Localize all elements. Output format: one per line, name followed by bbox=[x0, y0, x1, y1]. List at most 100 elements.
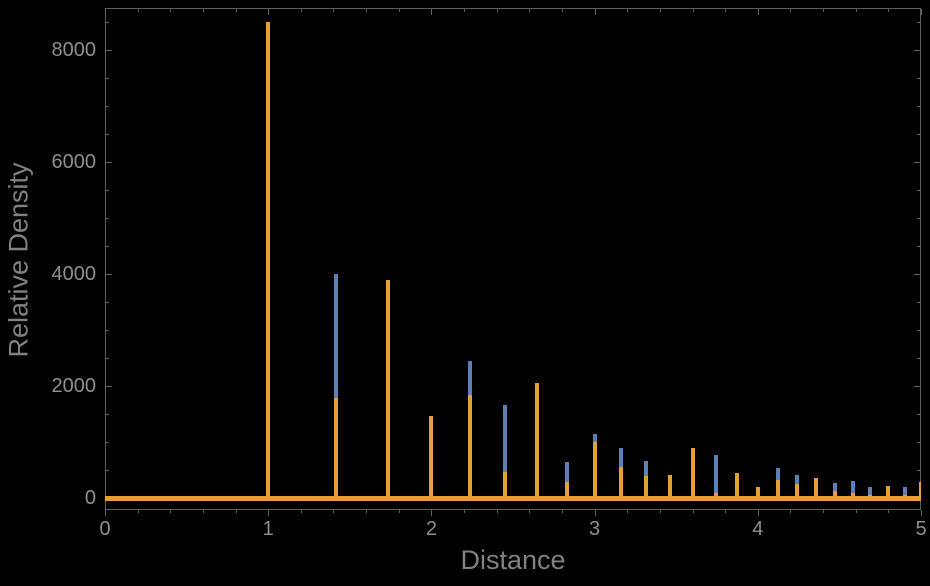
x-axis-tick bbox=[529, 510, 531, 513]
spike-blue bbox=[902, 487, 907, 500]
x-axis-tick bbox=[790, 510, 792, 513]
spike-orange bbox=[592, 441, 597, 500]
y-axis-tick-label: 2000 bbox=[51, 374, 97, 397]
spike-orange bbox=[885, 485, 890, 500]
x-axis-tick bbox=[431, 510, 433, 516]
spike-orange bbox=[502, 471, 507, 500]
y-axis-tick bbox=[917, 357, 920, 359]
y-axis-tick bbox=[106, 301, 109, 303]
spike-blue bbox=[502, 405, 507, 500]
x-axis-tick bbox=[333, 510, 335, 513]
y-axis-tick bbox=[917, 105, 920, 107]
y-axis-tick bbox=[917, 469, 920, 471]
x-axis-tick-label: 2 bbox=[425, 518, 437, 540]
spike-orange bbox=[735, 472, 740, 500]
x-axis-tick bbox=[529, 9, 531, 12]
plot-area bbox=[105, 8, 921, 510]
spike-orange bbox=[902, 494, 907, 500]
x-axis-tick bbox=[659, 510, 661, 513]
x-axis-tick-label: 0 bbox=[99, 518, 111, 540]
y-axis-title: Relative Density bbox=[3, 162, 34, 358]
x-axis-tick bbox=[496, 9, 498, 12]
x-axis-tick bbox=[888, 9, 890, 12]
y-axis-tick bbox=[106, 105, 109, 107]
spike-orange bbox=[385, 280, 390, 500]
x-axis-tick bbox=[105, 510, 106, 516]
y-axis-tick bbox=[917, 77, 920, 79]
y-axis-tick bbox=[106, 469, 109, 471]
x-axis-tick bbox=[235, 9, 237, 12]
y-axis-tick bbox=[106, 189, 109, 191]
spike-blue bbox=[850, 480, 855, 500]
x-axis-tick bbox=[170, 510, 172, 513]
x-axis-tick bbox=[366, 510, 368, 513]
spike-orange bbox=[755, 487, 760, 500]
spike-orange bbox=[775, 480, 780, 500]
x-axis-tick bbox=[594, 9, 596, 15]
spike-blue bbox=[713, 454, 718, 500]
x-axis-tick bbox=[333, 9, 335, 12]
x-axis-tick bbox=[627, 510, 629, 513]
spike-orange bbox=[850, 492, 855, 500]
spike-orange bbox=[795, 483, 800, 500]
spike-orange bbox=[429, 415, 434, 500]
x-axis-tick bbox=[496, 510, 498, 513]
x-axis-tick bbox=[464, 9, 466, 12]
x-axis-tick bbox=[366, 9, 368, 12]
x-axis-tick-label: 1 bbox=[262, 518, 274, 540]
y-axis-tick-label: 4000 bbox=[51, 262, 97, 285]
x-axis-tick bbox=[105, 9, 106, 15]
x-axis-tick bbox=[202, 9, 204, 12]
y-axis-tick bbox=[917, 329, 920, 331]
x-axis-tick-label: 4 bbox=[752, 518, 764, 540]
spike-orange bbox=[832, 490, 837, 500]
spike-orange bbox=[713, 492, 718, 500]
y-axis-tick bbox=[106, 49, 112, 51]
spike-blue bbox=[868, 487, 873, 500]
y-axis-tick bbox=[917, 189, 920, 191]
x-axis-tick bbox=[268, 510, 270, 516]
x-axis-tick bbox=[823, 9, 825, 12]
y-axis-tick bbox=[917, 217, 920, 219]
x-axis-tick bbox=[300, 510, 302, 513]
x-axis-tick bbox=[823, 510, 825, 513]
x-axis-tick bbox=[235, 510, 237, 513]
y-axis-tick bbox=[106, 217, 109, 219]
spike-orange bbox=[564, 481, 569, 500]
y-axis-tick bbox=[106, 357, 109, 359]
x-axis-tick bbox=[855, 510, 857, 513]
spike-orange bbox=[691, 447, 696, 500]
x-axis-tick bbox=[692, 510, 694, 513]
y-axis-tick bbox=[914, 385, 920, 387]
spike-orange bbox=[868, 494, 873, 500]
y-axis-tick bbox=[106, 329, 109, 331]
y-axis-tick bbox=[106, 133, 109, 135]
y-axis-tick-label: 6000 bbox=[51, 150, 97, 173]
x-axis-tick-label: 5 bbox=[915, 518, 927, 540]
spike-orange bbox=[668, 475, 673, 500]
x-axis-tick bbox=[725, 510, 727, 513]
x-axis-tick bbox=[398, 510, 400, 513]
y-axis-tick bbox=[106, 245, 109, 247]
y-axis-tick bbox=[106, 385, 112, 387]
y-axis-tick bbox=[106, 273, 112, 275]
x-axis-tick-label: 3 bbox=[589, 518, 601, 540]
y-axis-tick bbox=[917, 133, 920, 135]
baseline bbox=[105, 495, 921, 501]
y-axis-tick bbox=[917, 413, 920, 415]
spike-orange bbox=[266, 21, 271, 500]
x-axis-tick bbox=[888, 510, 890, 513]
x-axis-tick bbox=[594, 510, 596, 516]
x-axis-tick bbox=[757, 9, 759, 15]
spike-blue bbox=[564, 461, 569, 500]
y-axis-tick bbox=[106, 77, 109, 79]
x-axis-tick bbox=[268, 9, 270, 15]
y-axis-tick bbox=[106, 21, 109, 23]
spike-blue bbox=[333, 273, 338, 500]
spike-orange bbox=[814, 478, 819, 500]
y-axis-tick bbox=[917, 301, 920, 303]
x-axis-tick bbox=[921, 9, 922, 15]
spike-orange bbox=[534, 383, 539, 500]
x-axis-tick bbox=[790, 9, 792, 12]
